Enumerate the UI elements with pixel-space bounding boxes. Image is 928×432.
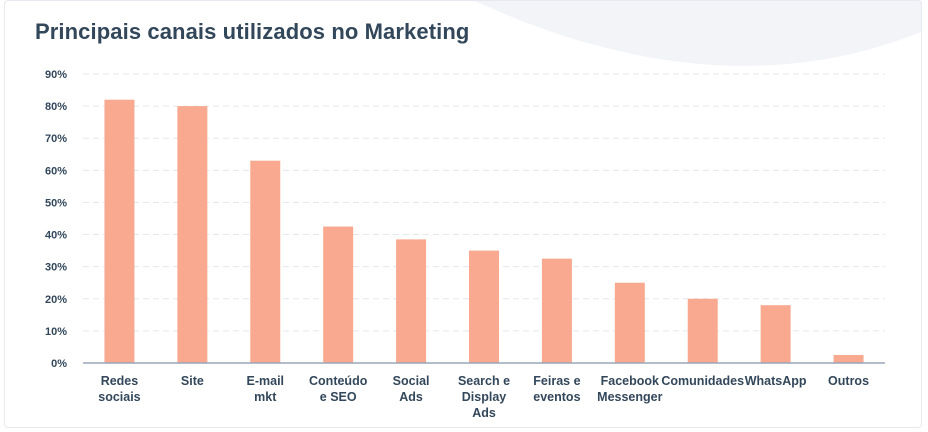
bar (541, 258, 572, 363)
chart-title: Principais canais utilizados no Marketin… (35, 19, 470, 44)
y-tick-label: 0% (51, 358, 67, 370)
x-category-label: Redes sociais (98, 374, 140, 404)
x-category-label: Social Ads (393, 374, 430, 404)
y-tick-label: 10% (45, 326, 67, 338)
x-category-label: Comunidades (661, 374, 744, 388)
y-tick-label: 90% (45, 69, 67, 81)
y-tick-label: 20% (45, 294, 67, 306)
x-category-label: WhatsApp (745, 374, 807, 388)
decorative-wave (475, 1, 921, 66)
x-category-label: Feiras e eventos (533, 374, 580, 404)
x-category-label: Site (181, 374, 204, 388)
bar (687, 298, 718, 363)
bar (469, 250, 499, 363)
y-tick-label: 50% (45, 197, 67, 209)
y-tick-label: 30% (45, 262, 67, 274)
y-tick-label: 60% (45, 165, 67, 177)
bar (614, 282, 645, 363)
y-tick-label: 40% (45, 230, 67, 242)
bar (323, 226, 354, 363)
y-tick-label: 70% (45, 133, 67, 145)
chart-card: Principais canais utilizados no Marketin… (4, 0, 922, 428)
bar (396, 239, 427, 363)
bar (833, 354, 864, 363)
bar (177, 106, 208, 363)
bar-chart: 0% 10% 20% 30% 40% 50% 60% 70% 80% 90% Redes sociai… (45, 69, 885, 420)
bar (250, 160, 281, 363)
bar (760, 305, 791, 363)
x-category-label: Conteúdo e SEO (309, 374, 368, 404)
x-category-label: E-mail mkt (247, 374, 285, 404)
x-category-label: Search e Display Ads (458, 374, 510, 420)
bar (104, 99, 135, 363)
x-category-label: Facebook Messenger (597, 374, 662, 404)
y-tick-label: 80% (45, 101, 67, 113)
background-decoration (475, 1, 921, 66)
x-category-label: Outros (828, 374, 869, 388)
